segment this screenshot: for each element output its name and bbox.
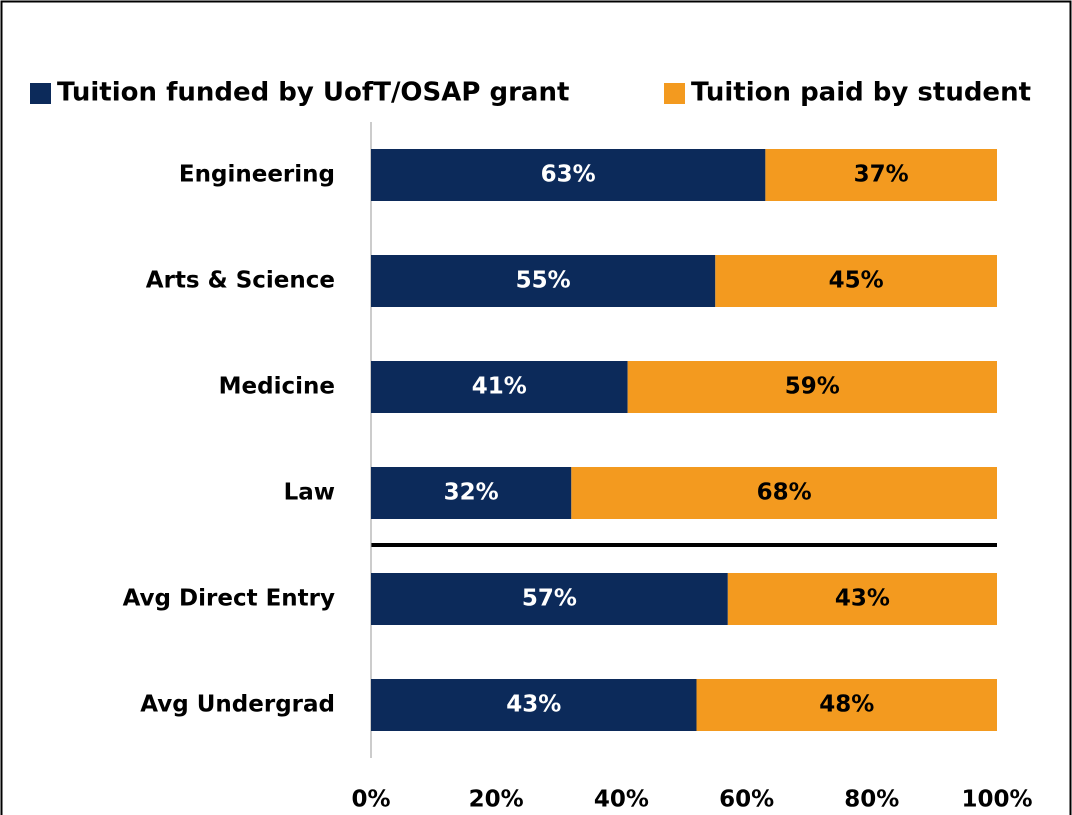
x-tick-label: 0% bbox=[351, 787, 390, 813]
value-label: 45% bbox=[829, 268, 884, 294]
bar-segment bbox=[371, 361, 628, 413]
value-label: 41% bbox=[472, 374, 527, 400]
value-label: 55% bbox=[516, 268, 571, 294]
bar-segment bbox=[371, 467, 572, 519]
value-label: 48% bbox=[819, 692, 874, 718]
value-label: 63% bbox=[541, 162, 596, 188]
x-tick-label: 60% bbox=[719, 787, 774, 813]
value-label: 68% bbox=[757, 480, 812, 506]
bar-segment bbox=[571, 467, 997, 519]
value-label: 37% bbox=[854, 162, 909, 188]
category-label: Medicine bbox=[219, 374, 335, 400]
value-label: 32% bbox=[444, 480, 499, 506]
legend-label: Tuition funded by UofT/OSAP grant bbox=[57, 78, 569, 108]
bar-segment bbox=[627, 361, 997, 413]
category-label: Engineering bbox=[179, 162, 335, 188]
value-label: 43% bbox=[835, 586, 890, 612]
legend-swatch bbox=[30, 83, 51, 104]
x-tick-label: 100% bbox=[961, 787, 1032, 813]
bar-segment bbox=[371, 149, 766, 201]
bar-segment bbox=[715, 255, 997, 307]
category-label: Arts & Science bbox=[146, 268, 335, 294]
value-label: 59% bbox=[785, 374, 840, 400]
category-label: Law bbox=[284, 480, 335, 506]
category-label: Avg Undergrad bbox=[140, 692, 335, 718]
legend-label: Tuition paid by student bbox=[691, 78, 1031, 108]
category-label: Avg Direct Entry bbox=[123, 586, 335, 612]
x-tick-label: 80% bbox=[844, 787, 899, 813]
x-tick-label: 20% bbox=[469, 787, 524, 813]
bar-segment bbox=[371, 255, 716, 307]
legend-swatch bbox=[664, 83, 685, 104]
bar-segment bbox=[696, 679, 997, 731]
bar-segment bbox=[765, 149, 997, 201]
bar-segment bbox=[371, 679, 697, 731]
value-label: 43% bbox=[506, 692, 561, 718]
bar-segment bbox=[371, 573, 728, 625]
value-label: 57% bbox=[522, 586, 577, 612]
x-tick-label: 40% bbox=[594, 787, 649, 813]
bar-segment bbox=[727, 573, 997, 625]
